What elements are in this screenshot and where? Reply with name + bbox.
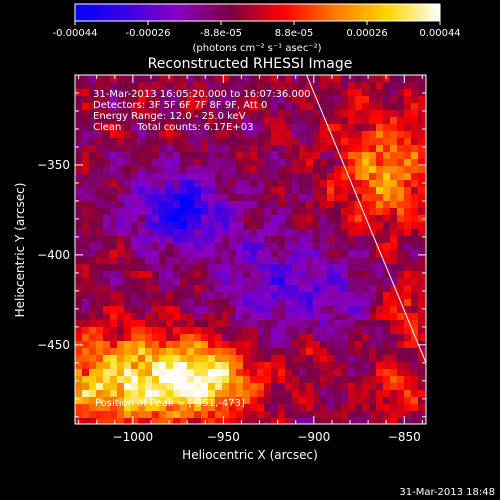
- generation-timestamp: 31-Mar-2013 18:48: [399, 487, 495, 498]
- peak-position-text: Position of Peak = [-951,-473]: [95, 398, 245, 409]
- solar-limb-line: [306, 75, 426, 364]
- info-energy-range: Energy Range: 12.0 - 25.0 keV: [93, 111, 246, 122]
- colorbar-unit-label: (photons cm⁻² s⁻¹ asec⁻²): [192, 43, 321, 54]
- y-axis-title: Heliocentric Y (arcsec): [13, 183, 27, 318]
- colorbar-tick-label: 0.00026: [346, 28, 387, 39]
- x-axis-title: Heliocentric X (arcsec): [182, 448, 318, 462]
- colorbar-tick-marks: [74, 21, 441, 25]
- x-tick-label: −950: [207, 430, 240, 444]
- axis-tick-marks: [75, 74, 426, 424]
- y-axis-tick-labels: −450 −400 −350: [37, 158, 70, 352]
- colorbar-tick-label: 0.00044: [419, 28, 460, 39]
- colorbar: [74, 3, 441, 22]
- heatmap-image: [75, 75, 426, 424]
- x-axis-tick-labels: −1000 −950 −900 −850: [113, 430, 421, 444]
- y-tick-label: −350: [37, 158, 70, 172]
- y-tick-label: −400: [37, 248, 70, 262]
- info-detectors: Detectors: 3F 5F 6F 7F 8F 9F, Att 0: [93, 100, 267, 111]
- info-clean-counts: Clean Total counts: 6.17E+03: [93, 122, 253, 133]
- info-time-range: 31-Mar-2013 16:05:20.000 to 16:07:36.000: [93, 89, 311, 100]
- chart-title: Reconstructed RHESSI Image: [148, 56, 353, 72]
- x-tick-label: −1000: [113, 430, 154, 444]
- colorbar-tick-labels: -0.00044 -0.00026 -8.8e-05 8.8e-05 0.000…: [53, 28, 461, 39]
- plot-frame: [74, 74, 427, 425]
- colorbar-tick-label: -0.00044: [53, 28, 98, 39]
- x-tick-label: −850: [388, 430, 421, 444]
- colorbar-tick-label: 8.8e-05: [275, 28, 313, 39]
- y-tick-label: −450: [37, 338, 70, 352]
- colorbar-tick-label: -8.8e-05: [200, 28, 242, 39]
- x-tick-label: −900: [297, 430, 330, 444]
- colorbar-tick-label: -0.00026: [126, 28, 171, 39]
